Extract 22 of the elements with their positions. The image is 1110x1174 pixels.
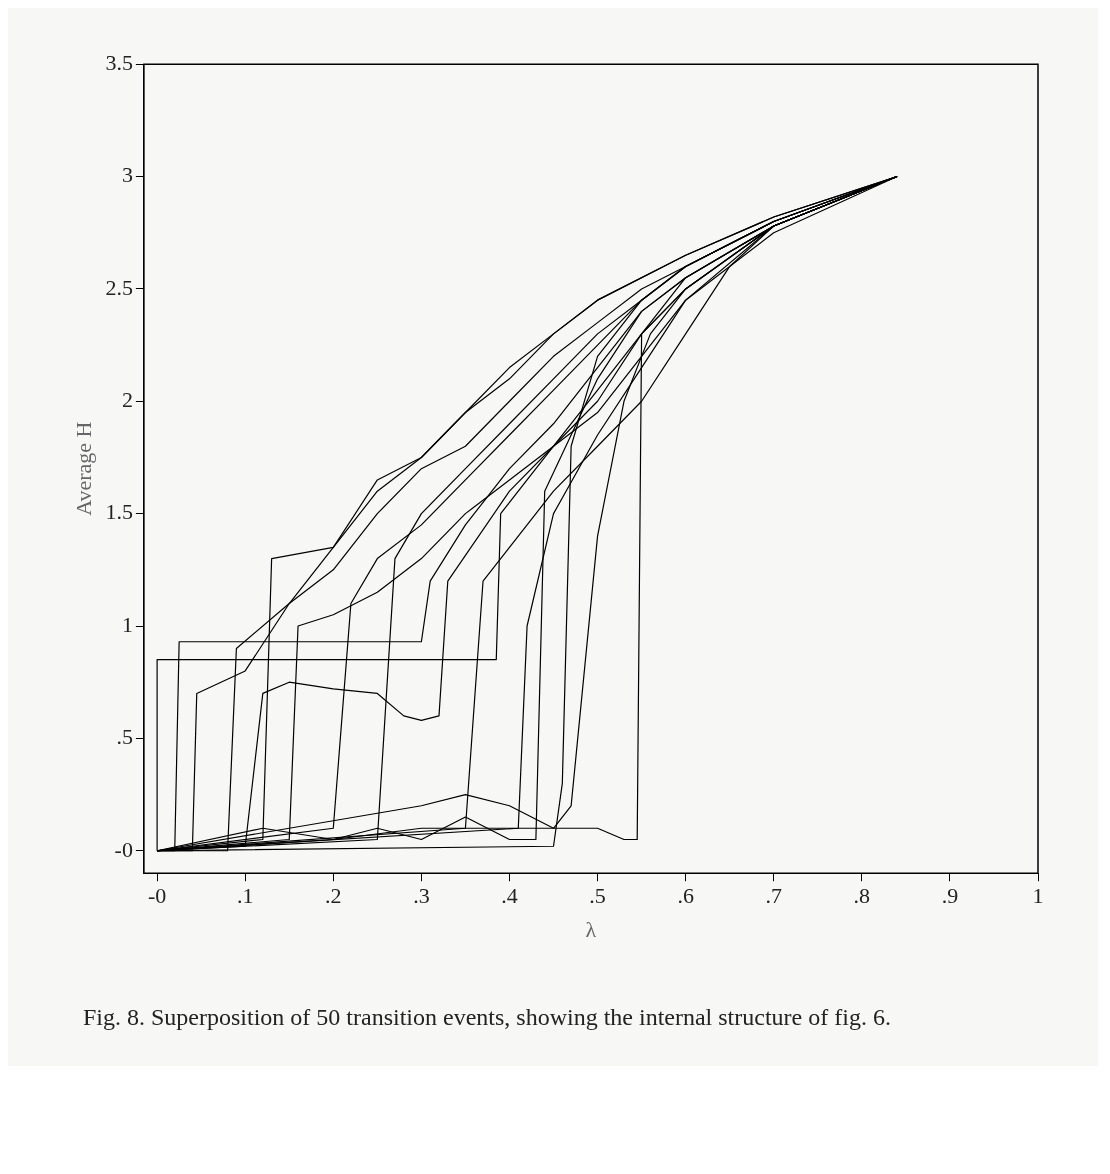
y-tick-label: 1.5: [105, 499, 133, 525]
y-tick-label: 3.5: [105, 49, 133, 75]
x-tick-label: .2: [325, 883, 342, 909]
x-tick-label: .8: [853, 883, 871, 909]
y-tick-label: 1: [121, 611, 133, 637]
y-tick-label: .5: [116, 724, 133, 750]
x-tick-label: .4: [501, 883, 518, 909]
y-tick-label: 2: [121, 387, 133, 413]
y-tick-label: -0: [114, 836, 133, 862]
x-tick-label: .3: [413, 883, 430, 909]
x-tick-label: -0: [147, 883, 167, 909]
x-tick-label: .6: [677, 883, 694, 909]
x-tick-label: .9: [941, 883, 959, 909]
y-tick-label: 2.5: [105, 274, 133, 300]
y-axis-title: Average H: [70, 421, 96, 516]
x-axis-title: λ: [585, 916, 597, 942]
y-tick-label: 3: [121, 162, 133, 188]
x-tick-label: .5: [589, 883, 606, 909]
x-tick-label: .1: [236, 883, 254, 909]
caption: Fig. 8. Superposition of 50 transition events, showing the internal structure of fig. 6.: [83, 1003, 892, 1032]
x-tick-label: 1: [1032, 883, 1044, 909]
x-tick-label: .7: [765, 883, 782, 909]
